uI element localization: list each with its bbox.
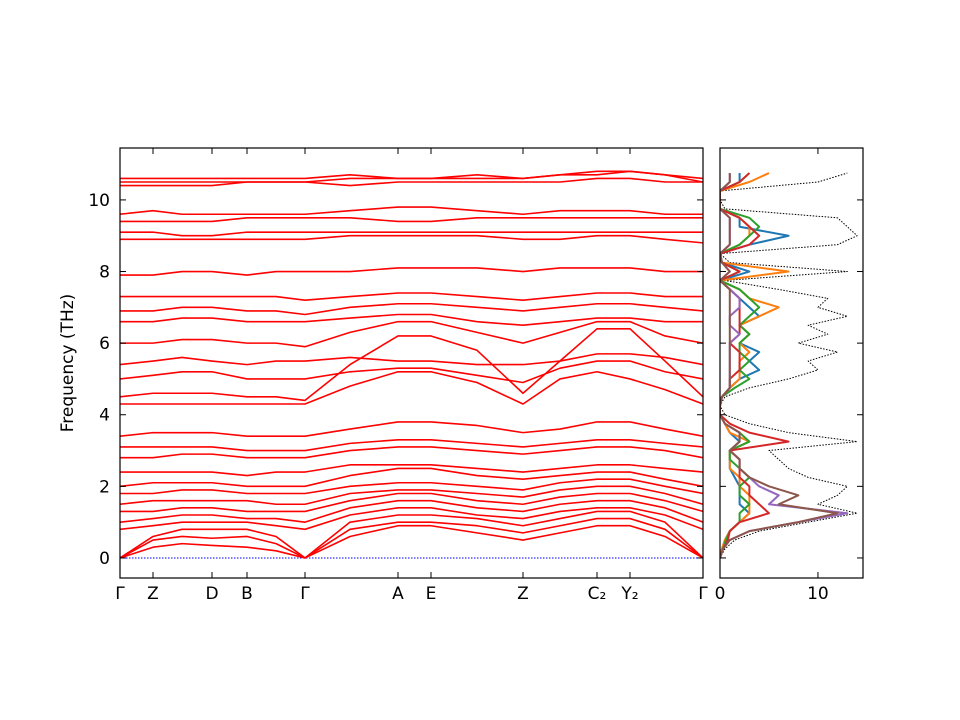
- x-tick-label: D: [205, 584, 218, 604]
- band-line: [120, 464, 703, 477]
- plot-area: [120, 170, 703, 559]
- band-line: [120, 439, 703, 452]
- plot-area: [720, 172, 858, 559]
- x-tick-label: Γ: [300, 584, 310, 604]
- x-tick-label: Y₂: [620, 584, 638, 604]
- band-line: [120, 328, 703, 402]
- y-tick-label: 0: [99, 549, 110, 569]
- band-line: [120, 421, 703, 438]
- band-line: [120, 499, 703, 523]
- band-line: [120, 360, 703, 384]
- x-tick-label: Z: [517, 584, 529, 604]
- band-line: [120, 206, 703, 216]
- band-line: [120, 478, 703, 495]
- band-line: [120, 292, 703, 301]
- band-line: [120, 217, 703, 223]
- band-line: [120, 267, 703, 276]
- band-line: [120, 446, 703, 459]
- band-line: [120, 231, 703, 237]
- band-line: [120, 517, 703, 559]
- x-tick-label: B: [241, 584, 253, 604]
- x-tick-label: Γ: [698, 584, 708, 604]
- y-tick-label: 4: [99, 406, 110, 426]
- band-line: [120, 320, 703, 348]
- frame: [119, 147, 704, 579]
- band-line: [120, 370, 703, 405]
- x-tick-label: 0: [715, 584, 726, 604]
- band-line: [120, 507, 703, 531]
- dos-line: [720, 173, 839, 559]
- frame: [719, 147, 864, 579]
- y-tick-label: 10: [88, 191, 110, 211]
- y-axis-label: Frequency (THz): [58, 294, 78, 433]
- x-tick-label: Z: [147, 584, 159, 604]
- band-line: [120, 302, 703, 316]
- band-line: [120, 313, 703, 327]
- dos-line: [720, 172, 790, 559]
- y-tick-label: 6: [99, 334, 110, 354]
- band-line: [120, 234, 703, 244]
- x-tick-label: 10: [807, 584, 829, 604]
- x-tick-label: A: [392, 584, 404, 604]
- band-line: [120, 492, 703, 513]
- band-line: [120, 177, 703, 187]
- band-line: [120, 170, 703, 180]
- y-tick-label: 8: [99, 263, 110, 283]
- band-line: [120, 467, 703, 488]
- dos-line: [720, 172, 761, 559]
- dos-line: [720, 172, 858, 559]
- band-line: [120, 510, 703, 559]
- band-line: [120, 353, 703, 366]
- x-tick-label: C₂: [588, 584, 607, 604]
- y-tick-label: 2: [99, 477, 110, 497]
- x-tick-label: Γ: [115, 584, 125, 604]
- band-line: [120, 524, 703, 559]
- x-tick-label: E: [426, 584, 437, 604]
- band-line: [120, 485, 703, 506]
